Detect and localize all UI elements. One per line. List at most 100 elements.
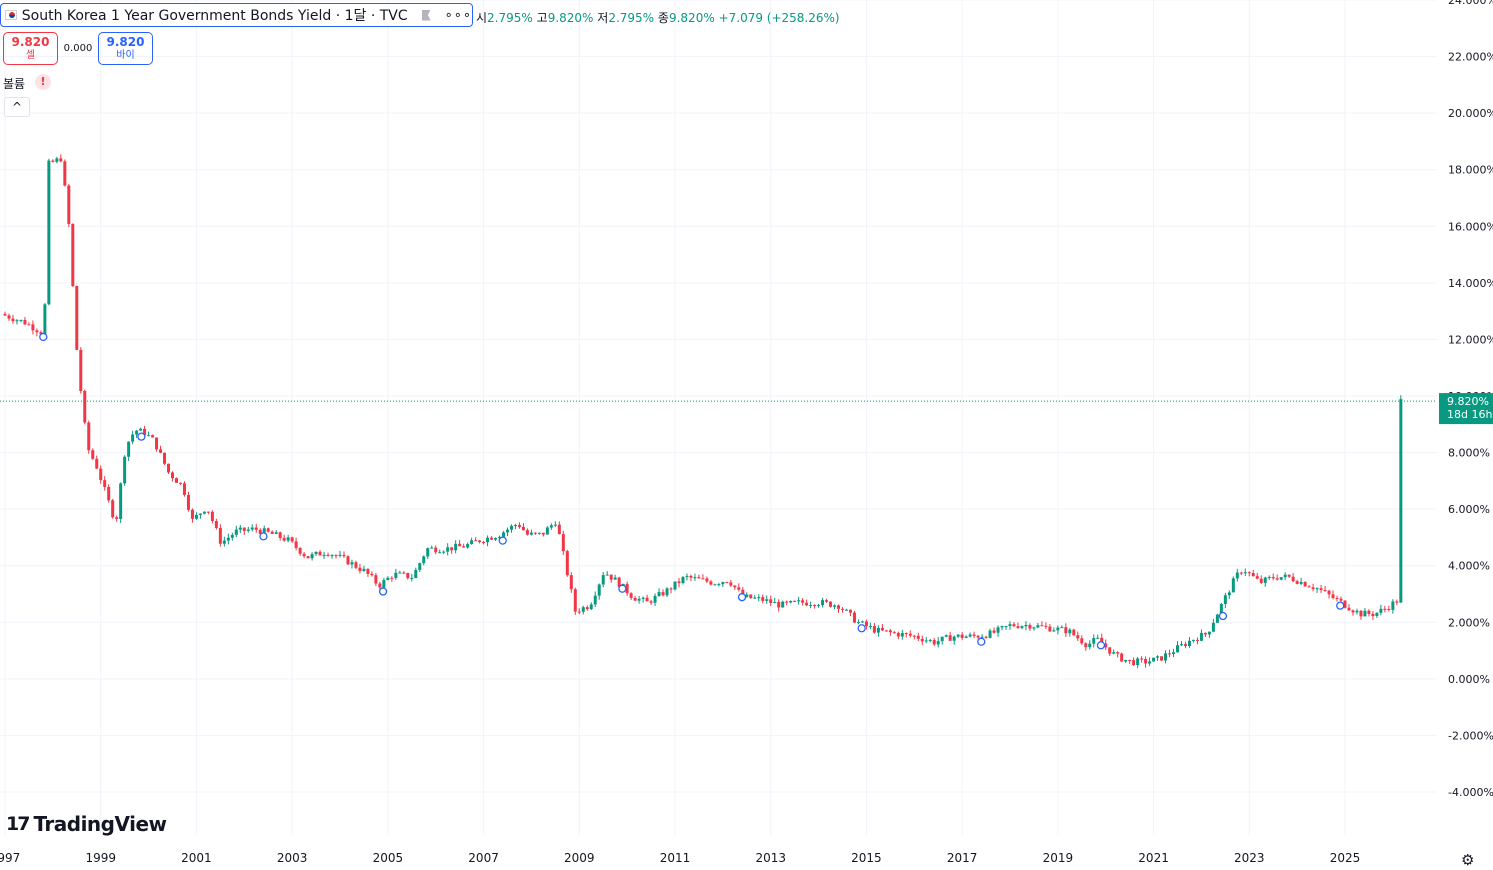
candle-body	[418, 563, 422, 570]
symbol-title-bar[interactable]: South Korea 1 Year Government Bonds Yiel…	[0, 3, 473, 27]
candle-body	[27, 324, 31, 326]
candle-body	[980, 636, 984, 638]
candle-body	[31, 324, 35, 331]
candle-body	[1395, 601, 1399, 603]
candle-body	[701, 578, 705, 580]
sell-price: 9.820	[11, 35, 50, 49]
volume-legend[interactable]: 볼륨	[3, 77, 26, 91]
candle-body	[39, 332, 43, 335]
x-tick-label: 2011	[660, 851, 691, 865]
candle-body	[274, 532, 278, 534]
candle-body	[585, 607, 589, 610]
candle-body	[589, 604, 593, 610]
flag-icon[interactable]	[421, 9, 431, 21]
candle-body	[3, 313, 7, 316]
candle-body	[1128, 659, 1132, 661]
candle-body	[821, 600, 825, 606]
candle-body	[1219, 604, 1223, 615]
candle-body	[645, 597, 649, 602]
candle-body	[1323, 590, 1327, 592]
candle-body	[1347, 607, 1351, 611]
collapse-legend-button[interactable]: ^	[4, 97, 30, 117]
candle-body	[167, 463, 171, 473]
candle-body	[1255, 576, 1259, 579]
candle-body	[1092, 638, 1096, 644]
dividend-marker	[857, 624, 866, 633]
candle-body	[434, 547, 438, 553]
candle-body	[1152, 657, 1156, 662]
candle-body	[932, 640, 936, 645]
candle-body	[1000, 626, 1004, 628]
candle-body	[322, 554, 326, 556]
candle-body	[466, 544, 470, 548]
candle-body	[163, 452, 167, 464]
candle-body	[1168, 653, 1172, 655]
candle-body	[386, 577, 390, 581]
tradingview-logo[interactable]: 17 TradingView	[6, 812, 167, 836]
candle-body	[533, 532, 537, 534]
candle-body	[55, 158, 59, 162]
candle-body	[1287, 574, 1291, 577]
candle-body	[1108, 647, 1112, 654]
candle-body	[1247, 572, 1251, 574]
candle-body	[773, 601, 777, 603]
candle-body	[565, 551, 569, 576]
candle-body	[960, 634, 964, 638]
candle-body	[226, 537, 230, 541]
candle-body	[7, 315, 11, 319]
candle-body	[924, 640, 928, 642]
candle-body	[71, 223, 75, 287]
sell-button[interactable]: 9.820 셀	[3, 32, 58, 65]
candle-body	[1136, 658, 1140, 666]
candle-body	[67, 185, 71, 224]
candle-body	[350, 562, 354, 565]
candle-body	[127, 441, 131, 457]
dividend-marker	[1096, 641, 1106, 650]
candle-body	[131, 434, 135, 442]
candle-body	[1060, 627, 1064, 629]
x-axis[interactable]: 1997 1999 2001 2003 2005 2007 2009 2011 2013 2015…	[0, 851, 1360, 865]
candle-body	[238, 527, 242, 530]
candle-body	[661, 592, 665, 596]
candle-body	[406, 572, 410, 579]
candle-body	[669, 588, 673, 590]
candle-body	[1056, 627, 1060, 631]
buy-button[interactable]: 9.820 바이	[98, 32, 153, 65]
candle-body	[282, 537, 286, 541]
candle-body	[155, 437, 159, 450]
high-value: 9.820%	[547, 11, 594, 25]
ellipsis-icon[interactable]: ∘∘∘	[444, 7, 472, 23]
gear-icon[interactable]: ⚙	[1461, 851, 1475, 869]
candle-body	[1391, 601, 1395, 610]
candle-body	[813, 605, 817, 607]
candle-body	[1116, 652, 1120, 654]
y-axis[interactable]: 24.000% 22.000% 20.000% 18.000% 16.000% 14.00…	[1448, 0, 1493, 799]
candle-body	[422, 556, 426, 564]
candle-body	[334, 555, 338, 557]
candle-body	[793, 600, 797, 602]
candle-body	[83, 390, 87, 423]
warning-icon[interactable]: !	[35, 74, 51, 90]
candle-body	[1187, 640, 1191, 646]
candle-body	[1179, 644, 1183, 646]
candle-body	[482, 542, 486, 544]
candle-body	[657, 592, 661, 596]
dividend-marker	[39, 332, 48, 342]
candle-body	[837, 605, 841, 609]
candle-body	[1331, 594, 1335, 598]
candle-body	[892, 632, 896, 634]
candle-body	[506, 529, 509, 533]
candle-body	[844, 609, 848, 611]
candle-body	[1251, 573, 1255, 577]
candle-body	[462, 546, 466, 548]
candle-body	[649, 601, 653, 603]
candle-body	[382, 580, 386, 588]
high-label: 고	[536, 11, 548, 25]
candle-body	[1267, 577, 1271, 579]
candle-body	[1359, 610, 1363, 617]
candle-body	[689, 575, 693, 578]
candle-body	[1148, 661, 1152, 664]
candle-body	[1343, 600, 1347, 608]
candle-body	[1311, 587, 1315, 589]
